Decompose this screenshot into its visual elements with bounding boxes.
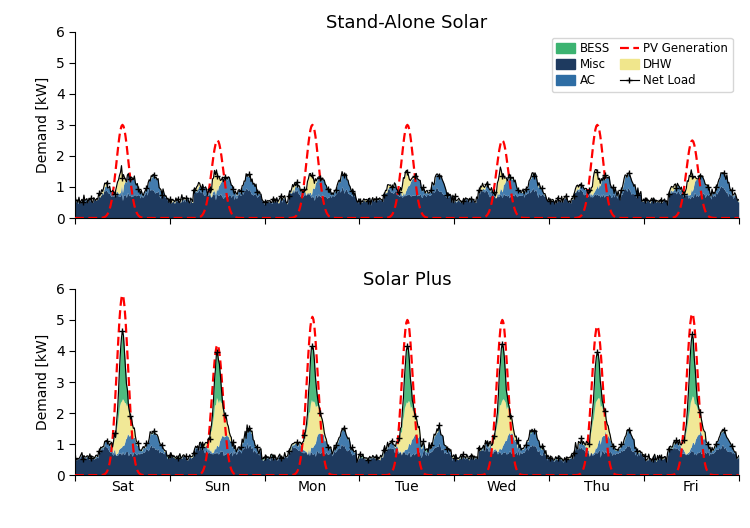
Legend: BESS, Misc, AC, PV Generation, DHW, Net Load: BESS, Misc, AC, PV Generation, DHW, Net … xyxy=(551,37,733,92)
Title: Stand-Alone Solar: Stand-Alone Solar xyxy=(326,14,488,32)
Y-axis label: Demand [kW]: Demand [kW] xyxy=(36,77,50,173)
Title: Solar Plus: Solar Plus xyxy=(362,271,452,289)
Y-axis label: Demand [kW]: Demand [kW] xyxy=(36,334,50,430)
